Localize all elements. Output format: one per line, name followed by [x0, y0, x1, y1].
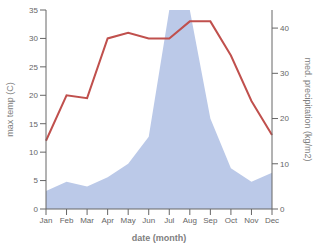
- svg-text:Mar: Mar: [80, 216, 94, 225]
- svg-text:20: 20: [29, 91, 38, 100]
- svg-text:20: 20: [280, 114, 289, 123]
- svg-text:10: 10: [280, 160, 289, 169]
- svg-text:15: 15: [29, 120, 38, 129]
- svg-text:Jun: Jun: [142, 216, 155, 225]
- svg-text:date (month): date (month): [132, 233, 187, 243]
- svg-text:0: 0: [34, 205, 39, 214]
- svg-text:Aug: Aug: [183, 216, 197, 225]
- svg-text:30: 30: [29, 34, 38, 43]
- svg-text:max temp (C): max temp (C): [8, 82, 15, 137]
- svg-text:5: 5: [34, 176, 39, 185]
- svg-text:0: 0: [280, 205, 285, 214]
- svg-text:Jul: Jul: [164, 216, 174, 225]
- svg-text:May: May: [121, 216, 136, 225]
- svg-text:Nov: Nov: [244, 216, 258, 225]
- svg-text:med. precipitation (kg/m2): med. precipitation (kg/m2): [303, 57, 310, 161]
- svg-text:10: 10: [29, 148, 38, 157]
- svg-text:Apr: Apr: [101, 216, 114, 225]
- svg-text:30: 30: [280, 69, 289, 78]
- svg-text:25: 25: [29, 63, 38, 72]
- svg-text:Feb: Feb: [60, 216, 74, 225]
- svg-text:Dec: Dec: [265, 216, 279, 225]
- svg-text:Oct: Oct: [225, 216, 238, 225]
- svg-text:Sep: Sep: [203, 216, 218, 225]
- svg-text:40: 40: [280, 24, 289, 33]
- svg-text:35: 35: [29, 6, 38, 15]
- svg-text:Jan: Jan: [40, 216, 53, 225]
